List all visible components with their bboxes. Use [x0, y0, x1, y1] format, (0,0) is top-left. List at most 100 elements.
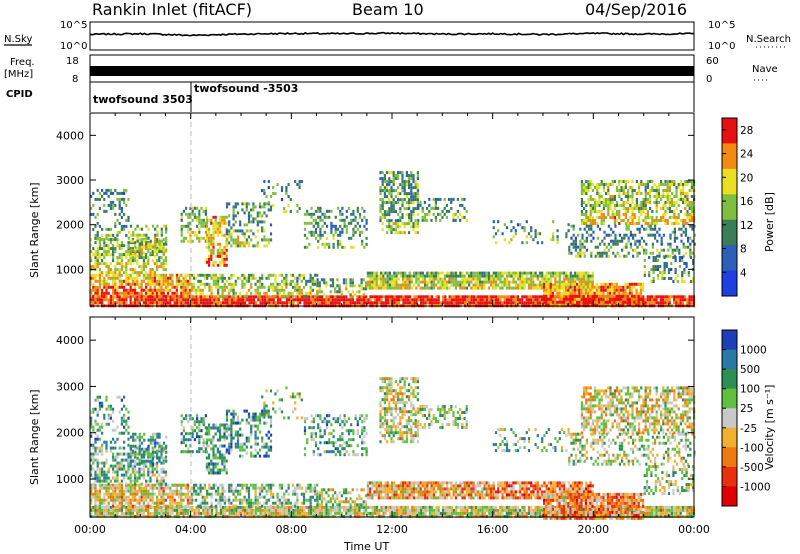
- power-cell: [160, 262, 163, 266]
- velocity-cell: [244, 511, 247, 515]
- power-cell: [375, 286, 378, 290]
- power-cell: [145, 245, 148, 249]
- power-cell: [306, 212, 309, 216]
- power-cell: [588, 227, 591, 231]
- power-cell: [600, 291, 603, 295]
- power-cell: [118, 298, 121, 302]
- power-cell: [142, 273, 145, 277]
- power-cell: [230, 226, 233, 230]
- velocity-cell: [171, 511, 174, 515]
- power-cell: [490, 301, 493, 305]
- power-cell: [405, 195, 408, 199]
- power-cell: [125, 262, 128, 266]
- power-cell: [658, 251, 661, 255]
- power-cell: [685, 265, 688, 268]
- power-cell: [598, 294, 601, 298]
- power-cell: [388, 198, 391, 202]
- power-cell: [657, 183, 660, 186]
- power-cell: [408, 183, 411, 187]
- power-cell: [645, 227, 648, 231]
- power-cell: [410, 277, 413, 281]
- power-cell: [421, 218, 424, 222]
- power-cell: [673, 298, 676, 302]
- power-cell: [668, 186, 671, 189]
- power-cell: [153, 276, 156, 280]
- power-cell: [578, 291, 581, 295]
- power-cell: [321, 295, 324, 299]
- power-cell: [265, 276, 268, 280]
- power-cell: [675, 201, 678, 204]
- power-cell: [426, 218, 429, 222]
- power-cell: [156, 233, 159, 237]
- power-cell: [274, 273, 277, 277]
- power-cell: [675, 195, 678, 198]
- power-cell: [347, 221, 351, 225]
- power-cell: [149, 279, 152, 283]
- power-cell: [204, 230, 207, 234]
- power-cell: [147, 291, 150, 295]
- power-cell: [519, 286, 522, 290]
- power-cell: [145, 256, 148, 260]
- power-cell: [589, 204, 592, 207]
- power-cell: [558, 288, 561, 292]
- power-cell: [317, 209, 320, 213]
- power-cell: [587, 285, 590, 289]
- power-cell: [492, 235, 495, 239]
- power-cell: [669, 242, 672, 246]
- power-cell: [624, 222, 627, 225]
- velocity-cell: [255, 505, 258, 509]
- power-cell: [505, 280, 509, 284]
- power-cell: [497, 220, 500, 224]
- power-cell: [232, 294, 235, 298]
- velocity-cell: [173, 508, 176, 512]
- power-cell: [631, 291, 634, 295]
- power-cell: [632, 236, 635, 240]
- power-cell: [393, 286, 396, 290]
- power-cell: [300, 279, 303, 283]
- power-cell: [654, 224, 657, 228]
- power-cell: [445, 215, 448, 219]
- power-cell: [241, 232, 244, 236]
- velocity-cell: [239, 508, 242, 512]
- power-cell: [595, 294, 598, 298]
- power-cell: [158, 245, 161, 249]
- power-cell: [147, 288, 150, 292]
- power-cell: [483, 301, 486, 305]
- power-cell: [314, 236, 318, 240]
- power-cell: [180, 227, 183, 231]
- power-cell: [291, 294, 295, 298]
- power-cell: [180, 233, 183, 237]
- power-cell: [461, 301, 464, 305]
- power-cell: [361, 218, 364, 222]
- power-cell: [208, 260, 211, 264]
- power-cell: [637, 291, 640, 295]
- power-cell: [221, 257, 224, 261]
- power-cell: [611, 201, 614, 204]
- power-cell: [123, 265, 126, 269]
- power-cell: [109, 203, 112, 207]
- power-cell: [289, 282, 292, 286]
- power-cell: [156, 241, 159, 245]
- power-cell: [690, 210, 693, 213]
- power-cell: [228, 202, 231, 206]
- power-cell: [265, 214, 268, 218]
- power-cell: [243, 285, 246, 289]
- power-cell: [527, 295, 530, 299]
- power-cell: [656, 274, 660, 277]
- power-cell: [582, 277, 586, 281]
- power-cell: [341, 230, 344, 234]
- power-cell: [225, 294, 229, 298]
- power-cell: [358, 230, 362, 234]
- power-cell: [160, 276, 163, 280]
- power-cell: [461, 280, 464, 284]
- power-cell: [114, 224, 117, 228]
- power-cell: [605, 198, 608, 201]
- power-cell: [404, 283, 407, 287]
- power-cell: [90, 194, 93, 198]
- power-cell: [673, 210, 676, 213]
- power-cell: [101, 288, 104, 292]
- power-cell: [384, 280, 387, 284]
- power-cell: [501, 295, 504, 299]
- power-cell: [147, 282, 150, 286]
- power-cell: [599, 254, 602, 258]
